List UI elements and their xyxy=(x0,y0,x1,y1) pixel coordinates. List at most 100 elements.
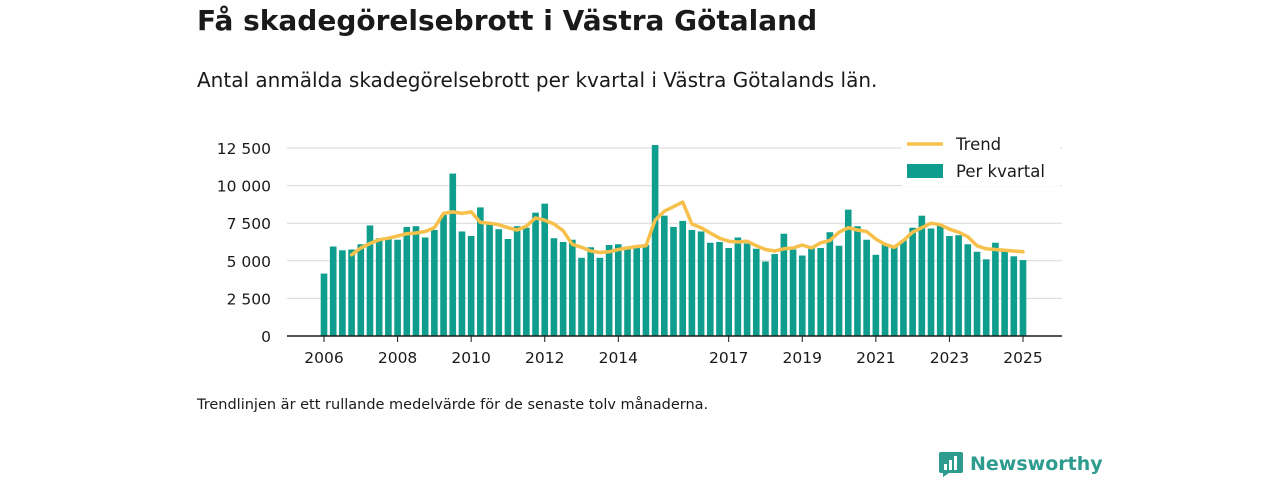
bar xyxy=(688,229,696,336)
legend-bar-label: Per kvartal xyxy=(956,162,1045,181)
bar xyxy=(743,243,751,336)
y-tick-label: 2 500 xyxy=(227,290,271,308)
bar xyxy=(973,251,981,336)
bar xyxy=(651,144,659,336)
footnote: Trendlinjen är ett rullande medelvärde f… xyxy=(197,397,709,413)
bar xyxy=(587,247,595,336)
bar xyxy=(771,254,778,336)
bar xyxy=(624,246,631,336)
bar xyxy=(725,248,732,336)
bar xyxy=(909,227,916,336)
bar xyxy=(918,215,926,336)
bar xyxy=(808,247,815,336)
bar xyxy=(881,243,889,336)
bar xyxy=(431,229,438,336)
axes: 0 2 500 5 000 7 500 10 000 12 500 2006 2008 2010… xyxy=(217,140,1062,367)
bar xyxy=(706,242,714,336)
bar xyxy=(329,246,337,336)
bar xyxy=(412,226,420,336)
bar xyxy=(844,209,852,336)
bar xyxy=(440,214,447,336)
bar xyxy=(477,207,484,336)
bar xyxy=(872,254,880,336)
bar xyxy=(633,248,641,336)
bar xyxy=(523,227,530,336)
x-tick-label: 2014 xyxy=(599,349,638,367)
bar xyxy=(357,244,365,336)
bar xyxy=(854,226,861,336)
bar xyxy=(1010,256,1018,336)
bar xyxy=(605,245,613,336)
bar xyxy=(596,257,604,336)
bar xyxy=(615,244,622,336)
bar xyxy=(835,245,843,336)
bar xyxy=(421,237,429,336)
bar xyxy=(762,261,769,336)
bar xyxy=(394,239,401,336)
chart-title: Få skadegörelsebrott i Västra Götaland xyxy=(197,4,818,37)
bar xyxy=(992,242,999,336)
bar xyxy=(964,244,972,336)
bar xyxy=(890,246,898,336)
x-tick-label: 2019 xyxy=(783,349,822,367)
bar xyxy=(789,249,797,336)
bar xyxy=(339,250,346,336)
y-tick-label: 12 500 xyxy=(217,140,271,158)
bar xyxy=(513,226,521,336)
y-tick-label: 10 000 xyxy=(217,178,271,196)
bar xyxy=(569,239,576,336)
y-tick-label: 0 xyxy=(261,328,271,346)
x-tick-label: 2008 xyxy=(378,349,417,367)
bar xyxy=(559,242,567,336)
bar xyxy=(734,237,742,336)
bar xyxy=(366,225,374,336)
bar xyxy=(642,245,650,336)
newsworthy-logo-icon xyxy=(939,452,963,477)
bar xyxy=(375,238,383,336)
bar xyxy=(955,235,962,336)
x-tick-label: 2012 xyxy=(525,349,564,367)
bar xyxy=(798,255,806,336)
chart-subtitle: Antal anmälda skadegörelsebrott per kvar… xyxy=(197,68,878,92)
x-tick-label: 2006 xyxy=(304,349,343,367)
bar xyxy=(486,223,493,336)
bar xyxy=(403,226,411,336)
x-tick-label: 2010 xyxy=(451,349,490,367)
bar xyxy=(467,235,475,336)
bar xyxy=(449,173,457,336)
bar xyxy=(697,231,705,336)
bar xyxy=(1019,260,1027,336)
bar xyxy=(780,233,788,336)
bar xyxy=(504,238,512,336)
x-tick-label: 2025 xyxy=(1003,349,1042,367)
bar xyxy=(927,228,935,336)
bar xyxy=(348,249,355,336)
bar xyxy=(946,235,953,336)
bar xyxy=(716,242,723,336)
bar xyxy=(495,229,503,336)
x-tick-label: 2023 xyxy=(930,349,969,367)
y-tick-label: 7 500 xyxy=(227,215,271,233)
legend-trend-label: Trend xyxy=(955,135,1001,154)
x-tick-label: 2017 xyxy=(709,349,748,367)
bar xyxy=(670,226,677,336)
bar xyxy=(900,240,907,336)
bar xyxy=(826,232,834,336)
x-tick-label: 2021 xyxy=(856,349,895,367)
trend-line-layer xyxy=(349,200,1025,257)
bar xyxy=(578,257,585,336)
bar xyxy=(541,203,549,336)
newsworthy-logo[interactable]: Newsworthy xyxy=(938,450,1103,478)
bar xyxy=(550,238,558,336)
bar xyxy=(385,238,392,336)
legend: Trend Per kvartal xyxy=(902,130,1060,186)
bar xyxy=(320,273,328,336)
bar xyxy=(1001,249,1008,336)
bar xyxy=(458,231,466,336)
bar xyxy=(679,220,687,336)
y-tick-label: 5 000 xyxy=(227,253,271,271)
bars-per-kvartal xyxy=(320,144,1027,336)
trend-line xyxy=(349,200,1025,257)
bar xyxy=(936,224,944,336)
bar xyxy=(863,239,870,336)
